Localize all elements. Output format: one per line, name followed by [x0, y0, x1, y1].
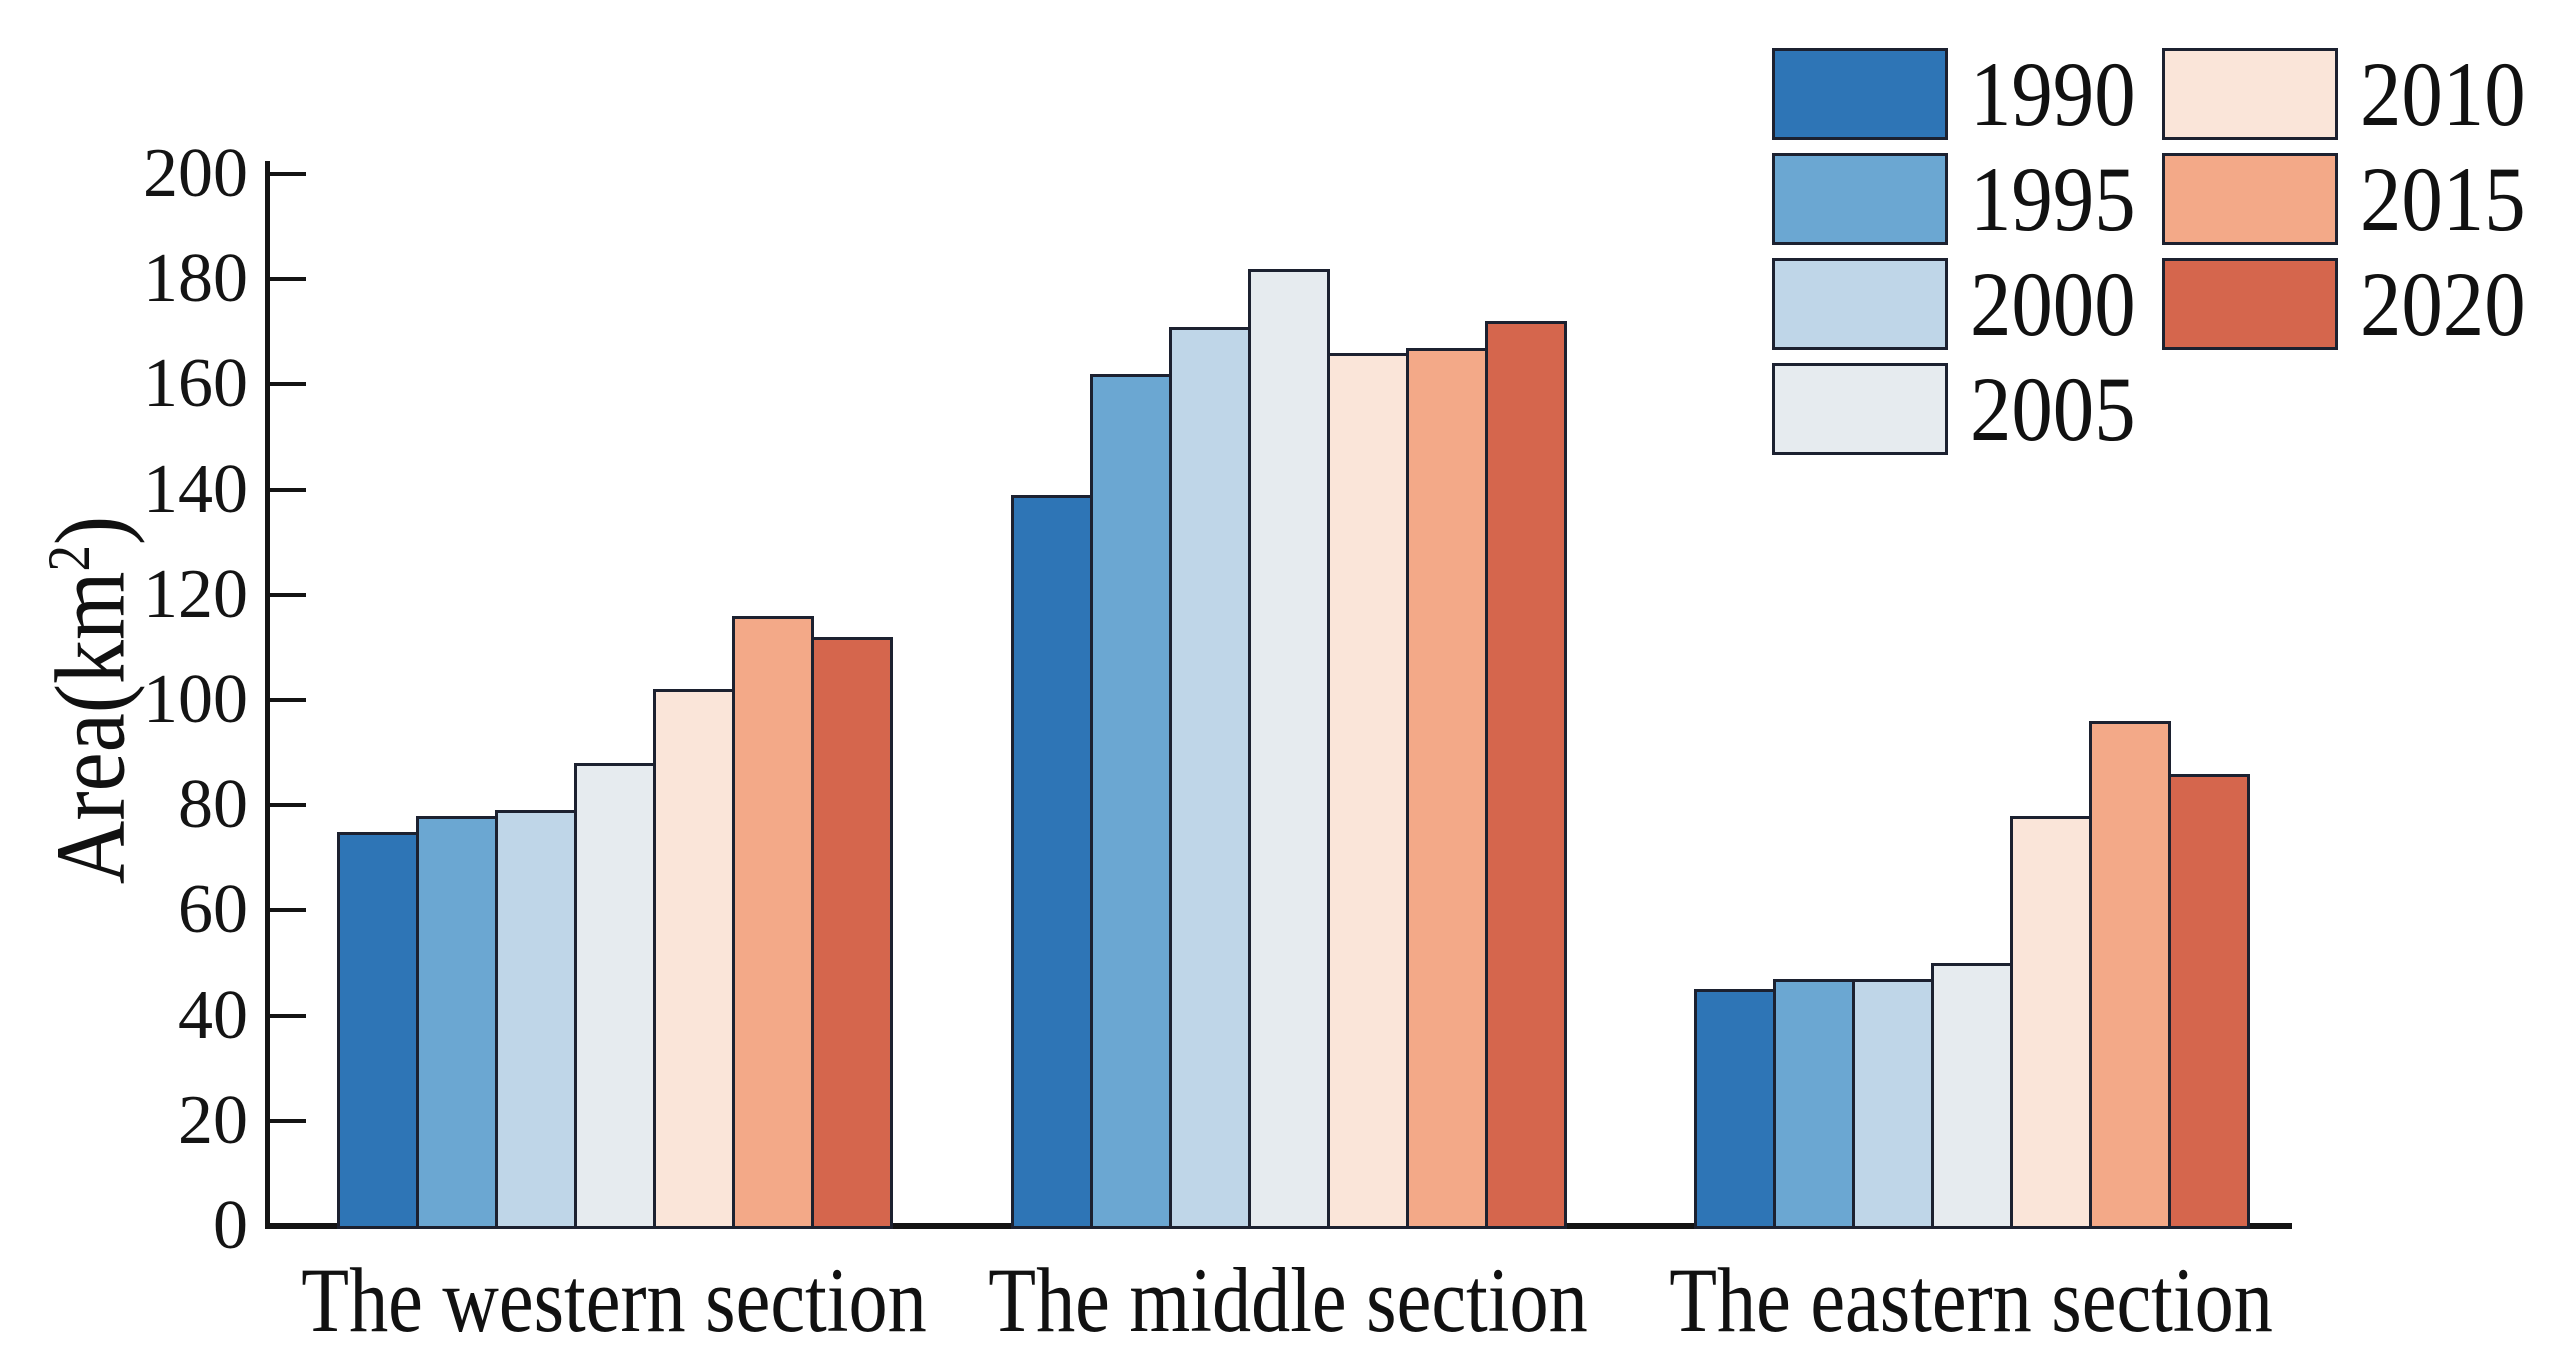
y-tick-mark: [268, 1013, 306, 1018]
y-tick-mark: [268, 698, 306, 702]
bar-2020: [1485, 321, 1567, 1229]
bar-1995: [416, 815, 498, 1229]
legend-swatch-2005: [1772, 363, 1948, 455]
legend-label-1995: 1995: [1970, 148, 2136, 250]
bar-1990: [1694, 989, 1776, 1229]
bar-2010: [653, 689, 735, 1229]
legend-label-2000: 2000: [1970, 253, 2136, 355]
bar-2010: [2010, 815, 2092, 1229]
y-tick-label: 100: [143, 661, 248, 738]
legend-swatch-1995: [1772, 153, 1948, 245]
legend-swatch-2015: [2162, 153, 2338, 245]
legend-swatch-2000: [1772, 258, 1948, 350]
y-tick-label: 20: [178, 1081, 248, 1159]
y-tick-mark: [268, 382, 306, 387]
y-tick-label: 80: [178, 766, 248, 844]
y-tick-label: 140: [143, 450, 248, 528]
y-tick-mark: [268, 172, 306, 176]
legend-label-2020: 2020: [2360, 253, 2526, 355]
bar-2000: [495, 810, 577, 1229]
bar-2005: [1248, 268, 1330, 1229]
y-tick-mark: [268, 1224, 306, 1228]
y-tick-label: 160: [143, 345, 248, 423]
bar-2005: [1931, 963, 2013, 1229]
bar-2010: [1327, 352, 1409, 1229]
y-tick-label: 180: [143, 240, 248, 318]
bar-1995: [1090, 373, 1172, 1229]
y-tick-label: 60: [178, 871, 248, 949]
bar-2020: [811, 636, 893, 1229]
legend-swatch-2010: [2162, 48, 2338, 140]
x-category-label: The western section: [300, 1249, 927, 1351]
y-tick-mark: [268, 803, 306, 808]
legend-label-1990: 1990: [1970, 43, 2136, 145]
y-tick-mark: [268, 277, 306, 282]
x-category-label: The middle section: [987, 1249, 1588, 1351]
legend-swatch-1990: [1772, 48, 1948, 140]
y-tick-mark: [268, 487, 306, 492]
y-tick-label: 200: [143, 135, 248, 212]
bar-2005: [574, 763, 656, 1229]
y-tick-mark: [268, 592, 306, 597]
bar-2000: [1852, 978, 1934, 1229]
y-tick-mark: [268, 908, 306, 913]
y-axis-line: [265, 161, 270, 1229]
bar-1990: [1011, 494, 1093, 1229]
bar-2015: [732, 615, 814, 1229]
bar-1990: [337, 831, 419, 1229]
legend-label-2010: 2010: [2360, 43, 2526, 145]
bar-2015: [2089, 721, 2171, 1229]
bar-2015: [1406, 347, 1488, 1229]
legend-label-2005: 2005: [1970, 358, 2136, 460]
y-tick-label: 0: [213, 1187, 248, 1264]
legend-swatch-2020: [2162, 258, 2338, 350]
y-tick-mark: [268, 1118, 306, 1123]
x-category-label: The eastern section: [1668, 1249, 2273, 1351]
bar-1995: [1773, 978, 1855, 1229]
legend-label-2015: 2015: [2360, 148, 2526, 250]
bar-2000: [1169, 326, 1251, 1229]
bar-2020: [2168, 773, 2250, 1229]
y-tick-label: 120: [143, 555, 248, 633]
y-tick-label: 40: [178, 976, 248, 1054]
